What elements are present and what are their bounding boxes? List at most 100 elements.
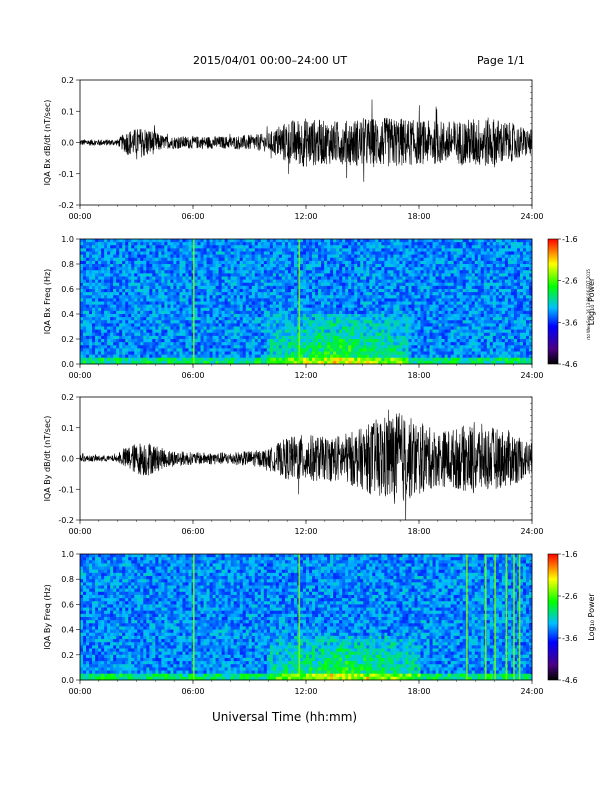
heatmap-cell [242,335,247,340]
heatmap-cell [378,267,382,271]
heatmap-cell [501,301,506,306]
heatmap-cell [441,270,446,274]
heatmap-cell [408,273,412,277]
heatmap-cell [477,314,482,318]
heatmap-cell [312,242,316,246]
heatmap-cell [257,276,262,281]
heatmap-cell [122,339,126,343]
heatmap-cell [170,304,174,309]
heatmap-cell [131,320,135,324]
heatmap-cell [324,282,328,287]
heatmap-cell [414,254,418,259]
heatmap-cell [194,270,198,274]
heatmap-cell [321,257,325,262]
heatmap-cell [423,251,427,256]
heatmap-cell [227,257,232,262]
heatmap-cell [435,326,439,331]
heatmap-cell [345,329,349,334]
heatmap-cell [209,239,213,243]
heatmap-cell [306,295,310,299]
heatmap-cell [408,242,412,246]
heatmap-cell [221,314,226,318]
heatmap-cell [260,276,265,281]
heatmap-cell [290,248,295,252]
heatmap-cell [390,323,394,327]
heatmap-cell [143,289,147,293]
heatmap-cell [522,307,527,312]
heatmap-cell [423,273,427,277]
heatmap-cell [447,329,452,334]
heatmap-cell [170,260,174,265]
heatmap-cell [281,251,286,256]
heatmap-cell [414,335,418,340]
heatmap-cell [140,279,144,284]
heatmap-cell [98,301,102,306]
heatmap-cell [251,332,256,337]
heatmap-cell [330,301,334,306]
heatmap-cell [519,257,524,262]
heatmap-cell [420,314,424,318]
heatmap-cell [522,273,527,277]
heatmap-cell [348,248,352,252]
heatmap-cell [248,285,253,290]
heatmap-cell [98,257,102,262]
heatmap-cell [152,329,156,334]
heatmap-cell [254,270,259,274]
heatmap-cell [155,260,159,265]
heatmap-cell [140,301,144,306]
heatmap-cell [230,301,235,306]
heatmap-cell [176,257,180,262]
heatmap-cell [149,285,153,290]
heatmap-cell [360,285,364,290]
heatmap-cell [372,242,376,246]
heatmap-cell [206,329,210,334]
heatmap-cell [351,270,355,274]
heatmap-cell [474,273,479,277]
heatmap-cell [462,317,467,321]
heatmap-cell [245,251,250,256]
heatmap-cell [302,270,307,274]
heatmap-cell [110,332,114,337]
heatmap-cell [155,273,159,277]
heatmap-cell [254,267,259,271]
heatmap-cell [203,332,207,337]
heatmap-cell [269,317,274,321]
heatmap-cell [312,298,316,302]
heatmap-cell [86,310,90,315]
heatmap-cell [429,326,433,331]
heatmap-cell [143,282,147,287]
heatmap-cell [456,248,461,252]
heatmap-cell [140,260,144,265]
heatmap-cell [333,273,337,277]
heatmap-cell [140,257,144,262]
heatmap-cell [495,242,500,246]
heatmap-cell [107,298,111,302]
heatmap-cell [366,276,370,281]
heatmap-cell [194,251,198,256]
heatmap-cell [399,289,403,293]
heatmap-cell [158,254,162,259]
heatmap-cell [495,267,500,271]
series-line [79,99,533,182]
heatmap-cell [393,267,397,271]
heatmap-cell [221,257,226,262]
heatmap-cell [525,332,530,337]
heatmap-cell [239,317,244,321]
heatmap-cell [209,273,213,277]
heatmap-cell [516,332,521,337]
heatmap-cell [137,267,141,271]
heatmap-cell [236,279,241,284]
heatmap-cell [438,317,442,321]
heatmap-cell [206,310,210,315]
heatmap-cell [266,248,271,252]
heatmap-cell [327,267,331,271]
heatmap-cell [290,251,295,256]
heatmap-cell [375,239,379,243]
heatmap-cell [140,295,144,299]
heatmap-cell [236,264,241,268]
heatmap-cell [287,301,292,306]
heatmap-cell [299,295,304,299]
heatmap-cell [260,285,265,290]
heatmap-cell [423,257,427,262]
heatmap-cell [254,260,259,265]
